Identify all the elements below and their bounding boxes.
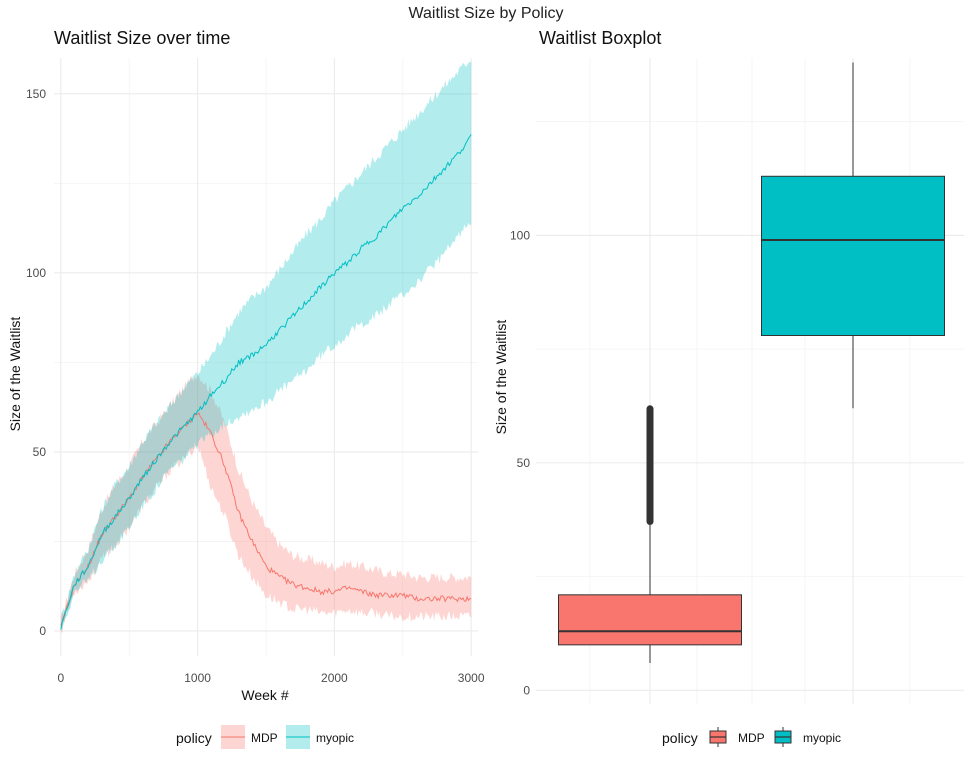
x-tick-label: 1000 bbox=[184, 671, 211, 685]
line-chart-x-label: Week # bbox=[241, 687, 288, 703]
line-chart-legend: policy MDP myopic bbox=[176, 725, 354, 749]
x-tick-label: 0 bbox=[57, 671, 64, 685]
line-chart-lines bbox=[60, 134, 472, 630]
boxplot-boxes bbox=[558, 62, 945, 664]
boxplot-y-label: Size of the Waitlist bbox=[493, 320, 509, 435]
boxplot-title: Waitlist Boxplot bbox=[539, 28, 661, 48]
box-legend-label-mdp: MDP bbox=[738, 731, 765, 745]
boxplot-y-ticks: 0 50 100 bbox=[510, 228, 530, 697]
figure-title: Waitlist Size by Policy bbox=[409, 5, 564, 22]
line-chart-y-ticks: 0 50 100 150 bbox=[26, 87, 46, 638]
line-legend-label-myopic: myopic bbox=[316, 731, 354, 745]
boxplot-legend: policy MDP myopic bbox=[662, 727, 841, 747]
ribbon-mdp bbox=[60, 375, 472, 633]
y-tick-label: 100 bbox=[510, 228, 530, 242]
x-tick-label: 3000 bbox=[458, 671, 485, 685]
line-legend-title: policy bbox=[176, 730, 212, 746]
box-myopic bbox=[761, 175, 945, 337]
box-legend-title: policy bbox=[662, 730, 698, 746]
y-tick-label: 150 bbox=[26, 87, 46, 101]
series-line-myopic bbox=[60, 134, 472, 630]
y-tick-label: 0 bbox=[523, 683, 530, 697]
outliers-mdp bbox=[646, 405, 654, 526]
line-chart-panel: Waitlist Size over time 0 50 100 150 0 1000 2… bbox=[7, 28, 485, 749]
x-tick-label: 2000 bbox=[321, 671, 348, 685]
series-line-mdp bbox=[60, 412, 472, 626]
y-tick-label: 50 bbox=[517, 456, 531, 470]
line-chart-title: Waitlist Size over time bbox=[54, 28, 230, 48]
line-legend-label-mdp: MDP bbox=[251, 731, 278, 745]
line-chart-grid bbox=[54, 58, 478, 656]
boxplot-panel: Waitlist Boxplot 0 50 100 Size of the Wait… bbox=[493, 28, 964, 747]
y-tick-label: 50 bbox=[33, 445, 47, 459]
line-chart-x-ticks: 0 1000 2000 3000 bbox=[57, 671, 484, 685]
box-legend-label-myopic: myopic bbox=[803, 731, 841, 745]
box-mdp bbox=[558, 594, 742, 646]
y-tick-label: 100 bbox=[26, 266, 46, 280]
line-chart-y-label: Size of the Waitlist bbox=[7, 317, 23, 432]
y-tick-label: 0 bbox=[39, 624, 46, 638]
